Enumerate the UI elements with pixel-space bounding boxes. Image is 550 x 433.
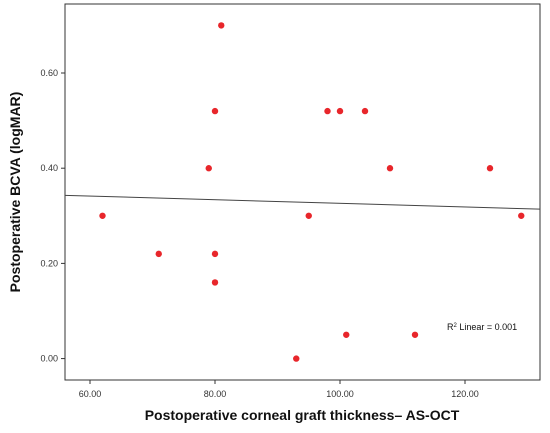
data-point — [211, 250, 219, 258]
x-axis: 60.00 80.00 100.00 120.00 — [79, 380, 479, 399]
r2-prefix: R — [447, 322, 454, 332]
data-point — [518, 212, 525, 219]
x-tick-label: 100.00 — [326, 389, 354, 399]
data-point — [336, 107, 344, 115]
data-point — [293, 355, 300, 362]
data-point — [211, 107, 219, 115]
y-tick-label: 0.20 — [40, 258, 58, 268]
y-tick-label: 0.40 — [40, 163, 58, 173]
data-point — [411, 331, 419, 338]
data-point — [205, 165, 212, 172]
data-point — [155, 250, 162, 258]
y-tick-label: 0.60 — [40, 68, 58, 78]
data-points — [99, 22, 525, 362]
y-axis: 0.00 0.20 0.40 0.60 — [40, 68, 65, 364]
y-axis-title: Postoperative BCVA (logMAR) — [7, 92, 23, 293]
r2-superscript: 2 — [454, 323, 458, 329]
data-point — [361, 107, 369, 115]
x-axis-title: Postoperative corneal graft thickness– A… — [145, 407, 460, 423]
data-point — [218, 22, 225, 29]
x-tick-label: 60.00 — [79, 389, 102, 399]
r2-annotation: R2 Linear = 0.001 — [447, 322, 517, 332]
r2-text: Linear = 0.001 — [457, 322, 517, 332]
data-point — [386, 165, 394, 172]
x-tick-label: 120.00 — [451, 389, 479, 399]
data-point — [486, 165, 494, 172]
data-point — [99, 212, 106, 219]
data-point — [324, 107, 331, 115]
data-point — [211, 279, 219, 286]
y-tick-label: 0.00 — [40, 354, 58, 364]
data-point — [343, 331, 350, 338]
x-tick-label: 80.00 — [204, 389, 227, 399]
data-point — [305, 212, 312, 219]
fit-line — [64, 194, 541, 210]
plot-frame — [64, 3, 541, 381]
